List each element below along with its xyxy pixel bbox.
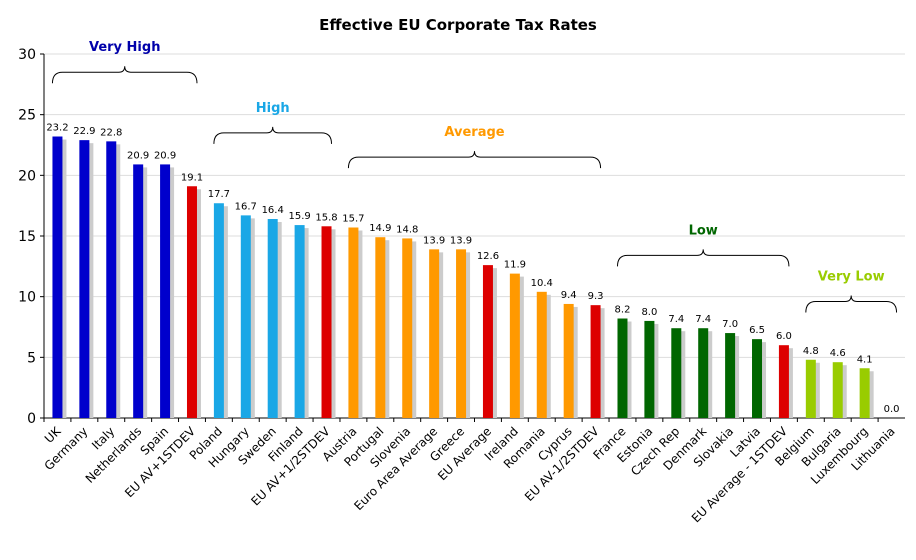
bar-bulgaria (832, 362, 843, 418)
data-label: 0.0 (884, 404, 900, 415)
data-label: 8.2 (615, 305, 631, 316)
y-tick-label: 5 (27, 350, 36, 366)
data-label: 4.6 (830, 348, 846, 359)
bar-sweden (267, 219, 278, 418)
bar-denmark (698, 328, 709, 418)
group-label: Very High (89, 40, 160, 55)
data-label: 16.7 (235, 201, 257, 212)
group-brace (805, 295, 898, 313)
data-label: 22.9 (73, 126, 95, 137)
bar-belgium (805, 359, 816, 418)
bar-greece (456, 249, 467, 418)
bar-eu-average-1stdev (778, 345, 789, 418)
y-tick-label: 0 (27, 411, 36, 427)
y-tick-label: 30 (18, 47, 36, 63)
bar-euro-area-average (429, 249, 440, 418)
y-tick-label: 25 (18, 108, 36, 124)
data-label: 15.9 (288, 211, 310, 222)
bar-germany (79, 140, 90, 418)
data-label: 13.9 (450, 235, 472, 246)
group-label: Low (689, 223, 718, 238)
data-label: 14.8 (396, 224, 418, 235)
data-label: 6.5 (749, 325, 765, 336)
data-label: 7.0 (722, 319, 738, 330)
bar-netherlands (133, 164, 144, 418)
data-label: 7.4 (695, 314, 711, 325)
bar-romania (536, 291, 547, 418)
bar-eu-av-1stdev (186, 186, 197, 418)
data-label: 11.9 (504, 260, 526, 271)
bar-austria (348, 227, 359, 418)
data-label: 20.9 (154, 150, 176, 161)
bar-czech-rep (671, 328, 682, 418)
data-label: 9.3 (588, 291, 604, 302)
data-label: 6.0 (776, 331, 792, 342)
bar-latvia (752, 339, 763, 418)
group-label: Average (444, 125, 504, 140)
data-label: 4.1 (857, 354, 873, 365)
y-tick-label: 20 (18, 168, 36, 184)
data-label: 23.2 (46, 123, 68, 134)
data-label: 7.4 (668, 314, 684, 325)
group-brace (347, 151, 602, 169)
group-brace (616, 249, 790, 267)
bar-spain (160, 164, 171, 418)
data-label: 16.4 (262, 205, 284, 216)
y-tick-label: 10 (18, 290, 36, 306)
bar-eu-av-1-2stdev (321, 226, 332, 418)
data-label: 9.4 (561, 290, 577, 301)
bar-poland (213, 203, 224, 418)
data-label: 13.9 (423, 235, 445, 246)
data-label: 15.8 (315, 212, 337, 223)
group-brace (213, 126, 333, 144)
chart-title: Effective EU Corporate Tax Rates (319, 16, 597, 34)
data-label: 17.7 (208, 189, 230, 200)
bar-uk (52, 136, 63, 419)
bar-estonia (644, 320, 655, 418)
bar-finland (294, 225, 305, 418)
group-brace (51, 66, 198, 84)
data-label: 20.9 (127, 150, 149, 161)
bar-slovenia (402, 238, 413, 418)
data-label: 15.7 (342, 214, 364, 225)
data-label: 8.0 (641, 307, 657, 318)
y-tick-label: 15 (18, 229, 36, 245)
bar-luxembourg (859, 368, 870, 418)
bar-portugal (375, 237, 386, 418)
bar-cyprus (563, 303, 574, 418)
bar-slovakia (725, 333, 736, 418)
data-label: 4.8 (803, 346, 819, 357)
data-label: 14.9 (369, 223, 391, 234)
bar-italy (106, 141, 117, 419)
bar-eu-av-1-2stdev (590, 305, 601, 418)
data-label: 10.4 (531, 278, 553, 289)
data-label: 22.8 (100, 127, 122, 138)
bar-ireland (509, 273, 520, 418)
data-label: 19.1 (181, 172, 203, 183)
group-label: High (256, 101, 290, 116)
bar-hungary (240, 215, 251, 418)
group-label: Very Low (818, 270, 885, 285)
data-label: 12.6 (477, 251, 499, 262)
bar-france (617, 318, 628, 418)
bar-eu-average (482, 265, 493, 418)
